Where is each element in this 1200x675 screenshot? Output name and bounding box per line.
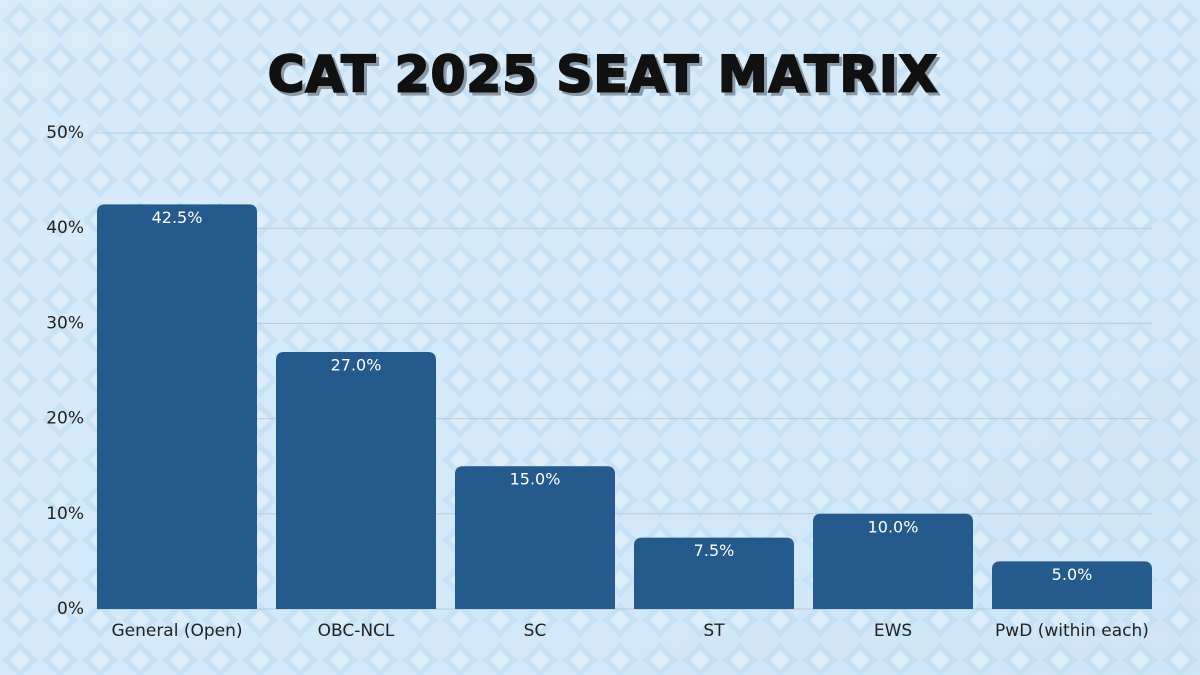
y-tick-label: 0% (57, 599, 84, 619)
x-tick-label: OBC-NCL (318, 621, 395, 641)
chart-title: CAT 2025 SEAT MATRIX (268, 46, 938, 104)
bar (455, 466, 615, 609)
value-label: 15.0% (510, 470, 561, 489)
y-tick-label: 50% (46, 123, 84, 143)
title-shadow: CAT 2025 SEAT MATRIX (271, 49, 941, 107)
x-tick-label: EWS (874, 621, 912, 641)
x-tick-label: PwD (within each) (995, 621, 1149, 641)
x-tick-label: General (Open) (111, 621, 242, 641)
bar (97, 204, 257, 609)
value-label: 42.5% (152, 208, 203, 227)
bar (813, 513, 973, 609)
bar (634, 537, 794, 609)
x-tick-label: SC (524, 621, 547, 641)
y-tick-label: 10% (46, 504, 84, 524)
y-tick-label: 40% (46, 218, 84, 238)
y-tick-label: 20% (46, 409, 84, 429)
y-tick-label: 30% (46, 313, 84, 333)
x-tick-label: ST (703, 621, 725, 641)
value-label: 5.0% (1052, 565, 1093, 584)
bar (992, 561, 1152, 609)
value-label: 27.0% (331, 355, 382, 374)
value-label: 7.5% (694, 541, 735, 560)
bar (276, 351, 436, 609)
value-label: 10.0% (868, 517, 919, 536)
